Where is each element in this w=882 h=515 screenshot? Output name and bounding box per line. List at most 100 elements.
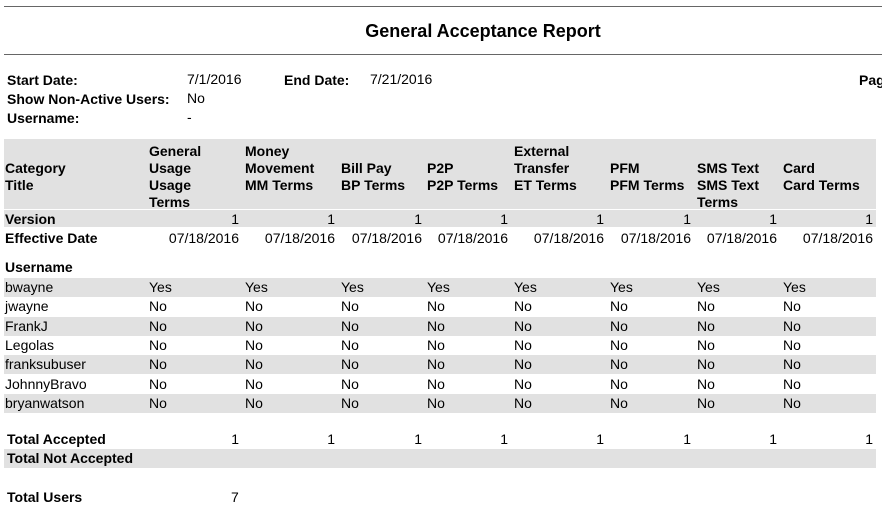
acceptance-value: No xyxy=(341,318,359,334)
version-value: 1 xyxy=(231,211,239,227)
start-date-value: 7/1/2016 xyxy=(187,71,242,87)
total-accepted-label: Total Accepted xyxy=(7,431,106,447)
category-header: Money xyxy=(245,143,290,159)
category-header: Card xyxy=(783,160,815,176)
acceptance-value: No xyxy=(697,395,715,411)
category-header: P2P xyxy=(427,160,454,176)
version-value: 1 xyxy=(769,211,777,227)
category-header: Bill Pay xyxy=(341,160,392,176)
start-date-label: Start Date: xyxy=(7,72,78,88)
acceptance-value: No xyxy=(341,395,359,411)
total-accepted-value: 1 xyxy=(683,431,691,447)
title-header: Card Terms xyxy=(783,177,860,193)
acceptance-value: Yes xyxy=(149,279,172,295)
end-date-value: 7/21/2016 xyxy=(370,71,433,87)
total-accepted-value: 1 xyxy=(500,431,508,447)
page-label: Pag xyxy=(859,72,882,88)
version-value: 1 xyxy=(327,211,335,227)
acceptance-value: No xyxy=(783,298,801,314)
total-accepted-value: 1 xyxy=(414,431,422,447)
version-value: 1 xyxy=(865,211,873,227)
user-name: Legolas xyxy=(5,337,55,353)
acceptance-value: No xyxy=(610,298,628,314)
acceptance-value: Yes xyxy=(697,279,720,295)
acceptance-value: No xyxy=(149,376,167,392)
acceptance-value: No xyxy=(245,356,263,372)
top-rule xyxy=(4,6,882,7)
acceptance-value: No xyxy=(341,337,359,353)
category-header: SMS Text xyxy=(697,160,759,176)
acceptance-value: No xyxy=(697,298,715,314)
acceptance-value: No xyxy=(514,318,532,334)
row-band xyxy=(4,355,876,374)
effective-date-value: 07/18/2016 xyxy=(264,230,335,246)
acceptance-value: No xyxy=(427,395,445,411)
category-label: Category xyxy=(5,160,66,176)
effective-date-value: 07/18/2016 xyxy=(437,230,508,246)
acceptance-value: No xyxy=(514,337,532,353)
title-header: BP Terms xyxy=(341,177,406,193)
acceptance-value: No xyxy=(245,298,263,314)
acceptance-value: No xyxy=(427,337,445,353)
user-name: FrankJ xyxy=(5,318,48,334)
title-header: P2P Terms xyxy=(427,177,499,193)
acceptance-value: No xyxy=(697,337,715,353)
category-header: Movement xyxy=(245,160,315,176)
acceptance-value: No xyxy=(783,356,801,372)
effective-date-label: Effective Date xyxy=(5,230,98,246)
acceptance-value: No xyxy=(149,356,167,372)
acceptance-value: No xyxy=(427,376,445,392)
not-accepted-band xyxy=(4,449,876,468)
acceptance-value: No xyxy=(610,376,628,392)
acceptance-value: No xyxy=(149,298,167,314)
category-header: Usage xyxy=(149,160,192,176)
version-value: 1 xyxy=(414,211,422,227)
effective-date-value: 07/18/2016 xyxy=(620,230,691,246)
category-header: General xyxy=(149,143,202,159)
acceptance-value: No xyxy=(697,356,715,372)
title-header: ET Terms xyxy=(514,177,577,193)
title-header: MM Terms xyxy=(245,177,314,193)
acceptance-value: No xyxy=(514,376,532,392)
acceptance-value: Yes xyxy=(341,279,364,295)
acceptance-value: No xyxy=(149,395,167,411)
acceptance-value: No xyxy=(514,395,532,411)
total-accepted-value: 1 xyxy=(769,431,777,447)
title-rule xyxy=(4,54,882,55)
version-value: 1 xyxy=(596,211,604,227)
acceptance-value: No xyxy=(245,395,263,411)
row-band xyxy=(4,278,876,297)
title-header: PFM Terms xyxy=(610,177,685,193)
acceptance-value: No xyxy=(610,337,628,353)
acceptance-value: Yes xyxy=(610,279,633,295)
acceptance-value: No xyxy=(245,318,263,334)
effective-date-value: 07/18/2016 xyxy=(533,230,604,246)
total-users-label: Total Users xyxy=(7,489,83,505)
effective-date-value: 07/18/2016 xyxy=(802,230,873,246)
username-param-value: - xyxy=(187,109,192,125)
total-users-value: 7 xyxy=(231,489,239,505)
total-accepted-value: 1 xyxy=(596,431,604,447)
user-name: jwayne xyxy=(5,298,49,314)
row-band xyxy=(4,394,876,413)
acceptance-value: No xyxy=(149,318,167,334)
header-band xyxy=(4,139,876,209)
acceptance-value: No xyxy=(427,356,445,372)
total-not-accepted-label: Total Not Accepted xyxy=(7,450,134,466)
acceptance-value: No xyxy=(245,376,263,392)
version-value: 1 xyxy=(683,211,691,227)
acceptance-value: No xyxy=(341,356,359,372)
acceptance-value: No xyxy=(697,376,715,392)
report-title: General Acceptance Report xyxy=(365,21,601,41)
end-date-label: End Date: xyxy=(284,72,350,88)
title-label: Title xyxy=(5,177,34,193)
effective-date-value: 07/18/2016 xyxy=(351,230,422,246)
acceptance-value: No xyxy=(783,395,801,411)
acceptance-value: No xyxy=(610,356,628,372)
acceptance-value: No xyxy=(610,318,628,334)
user-name: JohnnyBravo xyxy=(5,376,87,392)
row-band xyxy=(4,317,876,336)
username-column-label: Username xyxy=(5,259,73,275)
acceptance-value: Yes xyxy=(245,279,268,295)
acceptance-value: No xyxy=(610,395,628,411)
